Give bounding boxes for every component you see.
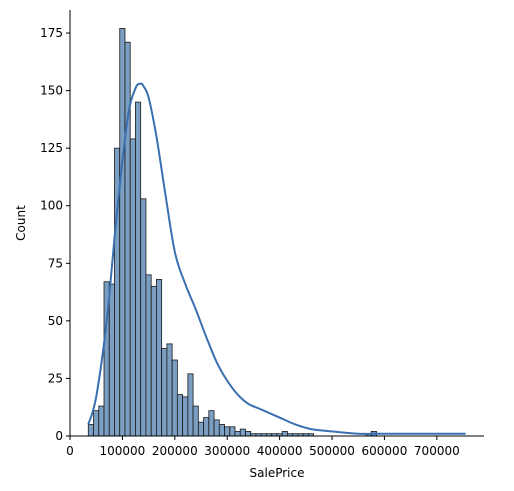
histogram-bar [182,396,189,437]
y-tick-label: 150 [40,84,63,98]
x-tick-label: 600000 [362,444,408,458]
kde-curve [87,82,466,435]
histogram-bar [150,285,157,437]
histogram-bar [176,394,184,437]
x-tick-label: 0 [66,444,74,458]
y-tick-label: 175 [40,26,63,40]
histogram-bar [203,417,210,437]
histogram-bar [140,198,147,437]
y-tick-label: 100 [40,199,63,213]
histogram-bar [187,373,194,437]
x-tick-label: 500000 [309,444,355,458]
y-tick-label: 50 [48,314,63,328]
histogram-bar [93,410,100,437]
y-tick-label: 0 [55,429,63,443]
histogram-bar [192,405,199,437]
histogram-bar [161,348,168,437]
histogram-bar [281,430,288,437]
x-tick-label: 300000 [204,444,250,458]
x-axis-title: SalePrice [250,466,305,480]
histogram-bar [108,283,115,437]
y-tick-label: 75 [48,256,63,270]
x-tick-label: 100000 [99,444,145,458]
histogram-bar [98,405,105,437]
histogram-bar [208,410,215,437]
histogram-bar [229,426,236,437]
histogram-bar [197,421,204,437]
histogram-bar [119,28,126,437]
y-tick-label: 25 [48,371,63,385]
y-ticks: 0 25 50 75 100 125 150 175 [40,26,70,443]
bars-layer [87,28,377,437]
histogram-bar [213,419,220,437]
x-tick-label: 400000 [257,444,303,458]
histogram-bar [218,424,225,437]
histogram-bar [156,279,163,437]
histogram-bar [124,41,131,437]
histogram-bar [135,101,142,437]
histogram-bar [145,274,152,437]
histogram-bar [224,426,231,437]
histogram-bar [129,138,136,437]
y-axis-title: Count [14,205,28,241]
histogram-bar [245,430,252,437]
x-tick-label: 700000 [414,444,460,458]
histogram-bar [87,424,94,437]
y-tick-label: 125 [40,141,63,155]
x-ticks: 0 100000 200000 300000 400000 500000 600000 700… [66,436,460,458]
x-tick-label: 200000 [152,444,198,458]
histogram-bar [239,428,246,437]
histogram-bar [171,359,178,437]
histogram-bar [234,430,241,437]
histogram-bar [166,343,173,437]
